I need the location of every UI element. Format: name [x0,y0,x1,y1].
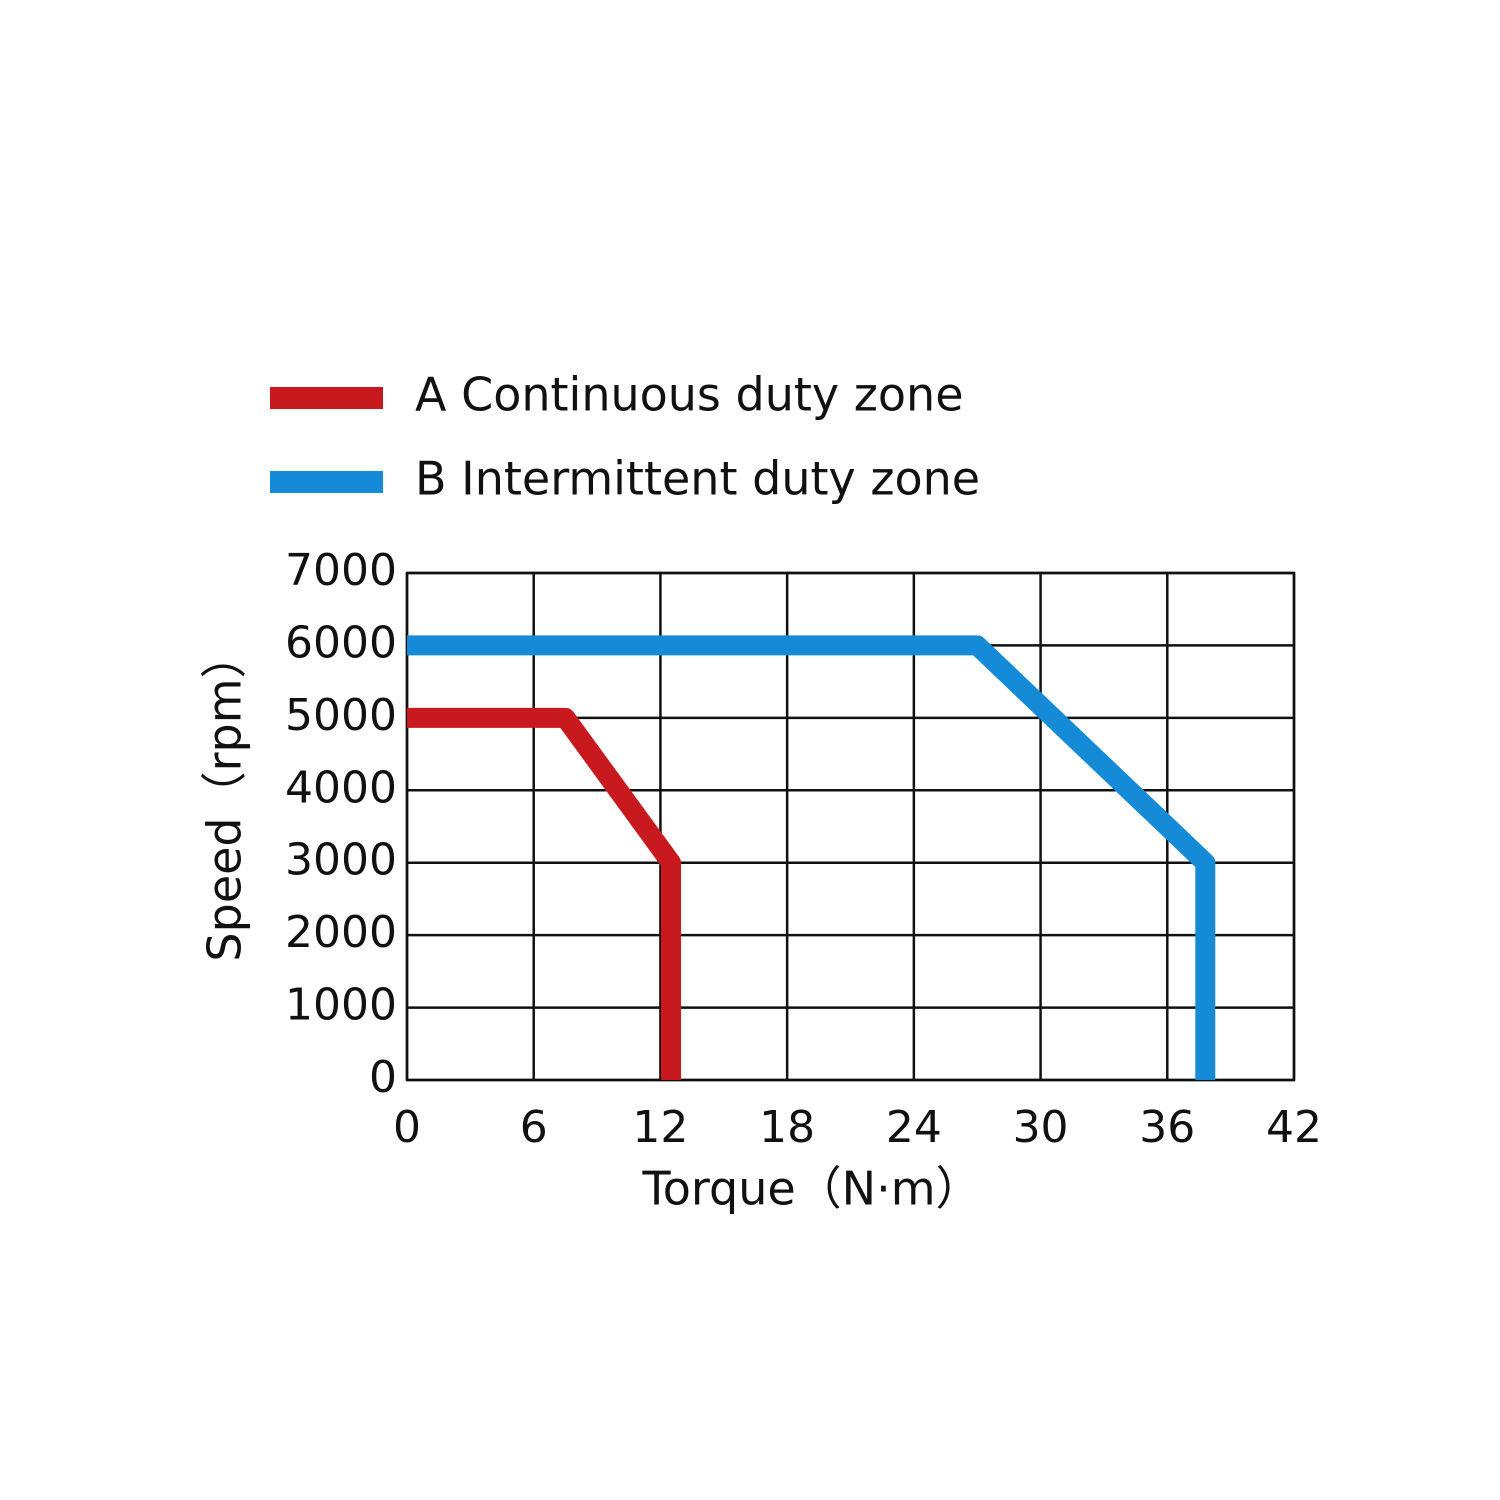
series-line [407,707,681,1080]
y-tick-label: 6000 [285,617,397,668]
legend-label: B Intermittent duty zone [415,452,980,506]
x-tick-label: 24 [886,1102,942,1153]
y-tick-label: 5000 [285,690,397,741]
y-tick-label: 7000 [285,545,397,596]
y-tick-label: 2000 [285,907,397,958]
x-tick-label: 18 [759,1102,815,1153]
y-tick-label: 4000 [285,762,397,813]
x-tick-label: 30 [1013,1102,1069,1153]
series-line [407,635,1216,1080]
legend-swatch [270,471,383,493]
y-axis-title: Speed（rpm） [198,632,252,961]
y-tick-label: 1000 [285,980,397,1031]
x-tick-label: 6 [520,1102,548,1153]
x-tick-label: 36 [1139,1102,1195,1153]
x-tick-label: 42 [1266,1102,1322,1153]
y-tick-label: 0 [369,1052,397,1103]
x-tick-label: 12 [632,1102,688,1153]
x-tick-label: 0 [393,1102,421,1153]
y-tick-label: 3000 [285,835,397,886]
legend-label: A Continuous duty zone [415,368,964,422]
x-axis-title: Torque（N·m） [641,1162,981,1216]
legend-swatch [270,387,383,409]
